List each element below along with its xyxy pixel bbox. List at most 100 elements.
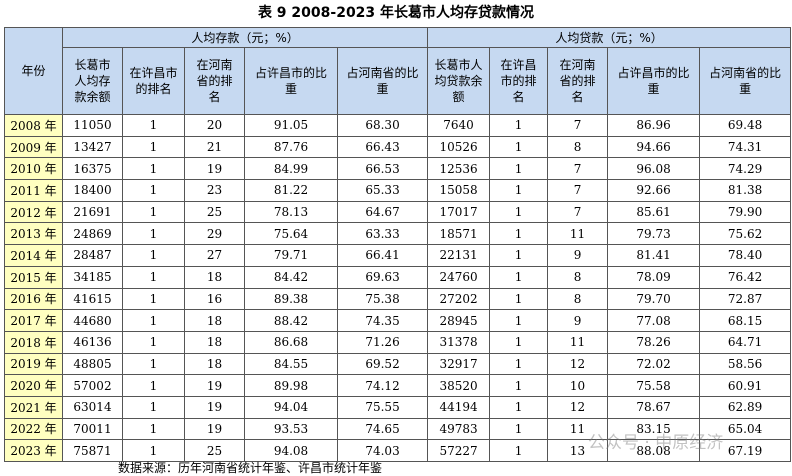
table-cell: 27202	[427, 287, 491, 311]
table-cell: 10526	[427, 135, 491, 159]
table-cell: 74.03	[336, 439, 429, 462]
table-cell: 74.29	[699, 157, 792, 181]
table-cell: 7	[547, 200, 609, 224]
table-cell: 1	[489, 179, 549, 202]
table-cell: 13427	[62, 135, 123, 159]
year-cell: 2012 年	[4, 200, 63, 224]
table-cell: 1	[122, 417, 185, 441]
table-cell: 86.68	[244, 330, 338, 354]
year-cell: 2016 年	[4, 287, 63, 311]
table-cell: 1	[489, 439, 549, 462]
table-cell: 25	[184, 200, 245, 224]
table-cell: 1	[122, 330, 185, 354]
table-cell: 57227	[427, 439, 491, 462]
table-cell: 66.41	[336, 244, 429, 267]
table-cell: 63.33	[336, 222, 429, 246]
table-cell: 15058	[427, 179, 491, 202]
table-cell: 1	[489, 352, 549, 376]
table-cell: 88.42	[244, 309, 338, 332]
table-row: 2019 年 48805 1 18 84.55 69.52 32917 1 12 72.02 58.…	[4, 352, 792, 376]
table-cell: 76.42	[699, 265, 792, 289]
table-cell: 1	[489, 287, 549, 311]
table-cell: 69.52	[336, 352, 429, 376]
table-cell: 64.67	[336, 200, 429, 224]
table-cell: 93.53	[244, 417, 338, 441]
table-cell: 1	[489, 114, 549, 137]
table-cell: 44680	[62, 309, 123, 332]
group-header: 人均贷款（元；%）	[427, 27, 792, 48]
table-row: 2010 年 16375 1 19 84.99 66.53 12536 1 7 96.08 74.2…	[4, 157, 792, 181]
table-cell: 19	[184, 395, 245, 419]
table-row: 2013 年 24869 1 29 75.64 63.33 18571 1 11 79.73 75.…	[4, 222, 792, 246]
year-cell: 2022 年	[4, 417, 63, 441]
table-cell: 79.71	[244, 244, 338, 267]
table-cell: 17017	[427, 200, 491, 224]
table-cell: 19	[184, 157, 245, 181]
table-cell: 20	[184, 114, 245, 137]
table-cell: 79.90	[699, 200, 792, 224]
table-cell: 84.99	[244, 157, 338, 181]
year-cell: 2019 年	[4, 352, 63, 376]
table-cell: 94.08	[244, 439, 338, 462]
table-cell: 81.22	[244, 179, 338, 202]
table-cell: 1	[489, 374, 549, 397]
table-cell: 92.66	[607, 179, 701, 202]
table-row: 2022 年 70011 1 19 93.53 74.65 49783 1 11 83.15 65.…	[4, 417, 792, 441]
table-cell: 1	[489, 244, 549, 267]
table-cell: 78.09	[607, 265, 701, 289]
table-cell: 1	[122, 352, 185, 376]
table-cell: 1	[122, 114, 185, 137]
table-cell: 72.02	[607, 352, 701, 376]
table-cell: 75.55	[336, 395, 429, 419]
table-cell: 16375	[62, 157, 123, 181]
table-cell: 1	[122, 374, 185, 397]
table-cell: 74.31	[699, 135, 792, 159]
table-cell: 18	[184, 309, 245, 332]
table-cell: 16	[184, 287, 245, 311]
table-cell: 44194	[427, 395, 491, 419]
table-cell: 24869	[62, 222, 123, 246]
table-cell: 1	[122, 309, 185, 332]
year-header: 年份	[4, 27, 63, 115]
table-cell: 32917	[427, 352, 491, 376]
table-cell: 27	[184, 244, 245, 267]
table-cell: 60.91	[699, 374, 792, 397]
table-cell: 58.56	[699, 352, 792, 376]
table-row: 2014 年 28487 1 27 79.71 66.41 22131 1 9 81.41 78.4…	[4, 244, 792, 267]
table-cell: 28945	[427, 309, 491, 332]
table-cell: 74.65	[336, 417, 429, 441]
table-cell: 10	[547, 374, 609, 397]
table-cell: 1	[489, 309, 549, 332]
table-row: 2015 年 34185 1 18 84.42 69.63 24760 1 8 78.09 76.4…	[4, 265, 792, 289]
table-cell: 84.42	[244, 265, 338, 289]
table-cell: 85.61	[607, 200, 701, 224]
table-cell: 11	[547, 330, 609, 354]
table-cell: 8	[547, 287, 609, 311]
table-cell: 70011	[62, 417, 123, 441]
year-cell: 2021 年	[4, 395, 63, 419]
table-cell: 1	[122, 135, 185, 159]
table-cell: 81.38	[699, 179, 792, 202]
table-cell: 21	[184, 135, 245, 159]
table-row: 2008 年 11050 1 20 91.05 68.30 7640 1 7 86.96 69.48	[4, 114, 792, 137]
table-cell: 1	[489, 417, 549, 441]
table-cell: 7	[547, 179, 609, 202]
table-cell: 49783	[427, 417, 491, 441]
table-cell: 75871	[62, 439, 123, 462]
column-header: 在许昌市的排名	[122, 47, 185, 115]
year-cell: 2020 年	[4, 374, 63, 397]
table-cell: 8	[547, 265, 609, 289]
table-cell: 1	[489, 395, 549, 419]
table-cell: 12536	[427, 157, 491, 181]
table-cell: 66.53	[336, 157, 429, 181]
table-cell: 41615	[62, 287, 123, 311]
table-title: 表 9 2008-2023 年长葛市人均存贷款情况	[257, 5, 535, 21]
table-header: 年份 人均存款（元；%） 人均贷款（元；%） 长葛市人均存款余额 在许昌市的排名 在河南省…	[4, 27, 792, 115]
table-cell: 86.96	[607, 114, 701, 137]
year-cell: 2023 年	[4, 439, 63, 462]
column-header: 占河南省的比重	[699, 47, 792, 115]
data-table: 年份 人均存款（元；%） 人均贷款（元；%） 长葛市人均存款余额 在许昌市的排名 在河南省…	[4, 27, 792, 462]
table-cell: 1	[122, 222, 185, 246]
table-cell: 7	[547, 157, 609, 181]
table-cell: 18	[184, 265, 245, 289]
